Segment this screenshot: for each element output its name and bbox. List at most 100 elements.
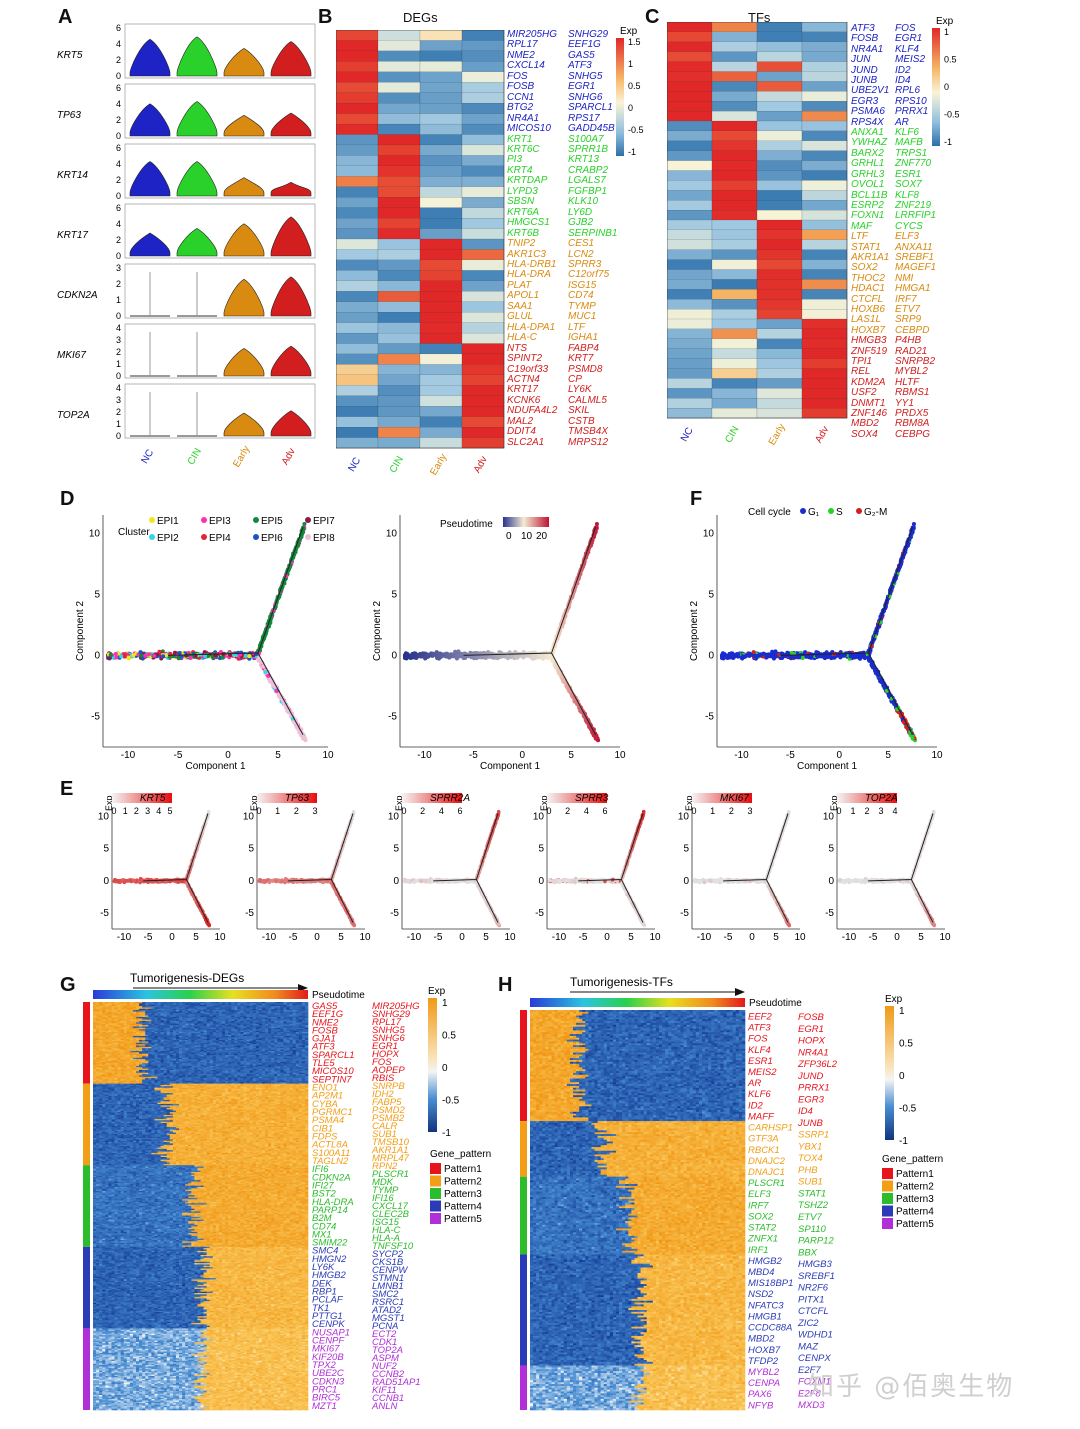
heatmap-cell	[801, 160, 848, 171]
axis-tick: 5	[885, 750, 891, 761]
cluster-point	[143, 653, 148, 658]
legend-tick: 0	[628, 103, 633, 113]
pseudotime-point	[427, 653, 432, 658]
axis-tick: 5	[628, 932, 634, 943]
violin-shape	[129, 103, 171, 137]
gene-label: NR4A1	[507, 113, 557, 124]
expression-point	[261, 880, 266, 884]
heatmap-cell	[461, 50, 505, 62]
heatmap-cell	[756, 170, 803, 181]
tf-heatmap: NC CIN Early Adv	[667, 22, 848, 447]
heatmap-cell	[801, 358, 848, 369]
axis-tick: 10	[322, 750, 334, 761]
cellcycle-point	[876, 673, 881, 678]
exp-tick: 1	[123, 806, 128, 816]
heatmap-cell	[801, 249, 848, 260]
expression-point	[313, 879, 317, 884]
heatmap-cell	[461, 30, 505, 41]
heatmap-cell	[377, 218, 421, 229]
heatmap-cell	[756, 101, 803, 112]
gene-label: SOX7	[895, 179, 936, 190]
heatmap-cell	[667, 309, 713, 320]
gene-label: TMSB4X	[568, 426, 617, 437]
axis-tick: 0	[248, 876, 254, 887]
heatmap-cell	[461, 103, 505, 114]
expression-point	[458, 879, 462, 884]
cellcycle-point	[744, 653, 749, 658]
violin-tick: 6	[116, 143, 121, 153]
violin-shape	[223, 223, 265, 257]
heatmap-cell	[711, 279, 758, 290]
heatmap-cell	[377, 207, 421, 219]
gene-label: KLF6	[895, 127, 936, 138]
heatmap-cell	[336, 165, 379, 177]
cellcycle-point	[752, 653, 757, 658]
violin-shape	[223, 348, 265, 377]
axis-tick: -5	[579, 932, 588, 943]
heatmap-cell	[711, 200, 758, 211]
heatmap-cell	[801, 368, 848, 379]
gene-label: GLUL	[507, 311, 557, 322]
cluster-point	[267, 679, 272, 684]
heatmap-cell	[336, 155, 379, 167]
heatmap-cell	[419, 364, 463, 376]
pseudotime-point	[472, 651, 477, 656]
heatmap-cell	[711, 338, 758, 350]
heatmap-cell	[756, 120, 803, 132]
violin-tick: 3	[116, 263, 121, 273]
pseudotime-point	[453, 649, 458, 654]
exp-tick: 3	[145, 806, 150, 816]
violin-tick: 0	[116, 191, 121, 201]
axis-tick: 5	[391, 589, 397, 600]
heatmap-cell	[711, 318, 758, 330]
gene-label: RBMS1	[895, 387, 936, 398]
legend-colorbar	[932, 28, 940, 146]
heatmap-cell	[461, 385, 505, 397]
heatmap-cell	[667, 328, 713, 340]
heatmap-cell	[377, 103, 421, 114]
gene-label: GJB2	[568, 217, 617, 228]
cellcycle-point	[751, 650, 756, 655]
heatmap-cell	[419, 259, 463, 271]
violin-shape	[177, 315, 217, 317]
heatmap-cell	[667, 279, 713, 290]
gene-label: FOSB	[507, 81, 557, 92]
violin-tick: 0	[116, 71, 121, 81]
heatmap-cell	[667, 190, 713, 201]
heatmap-cell	[336, 301, 379, 313]
pseudotime-tick: 0	[506, 531, 512, 542]
cellcycle-point	[765, 653, 770, 658]
violin-frame	[124, 323, 316, 379]
heatmap-cell	[667, 408, 713, 419]
gene-label: ESRP2	[851, 200, 889, 211]
violin-tick: 1	[116, 295, 121, 305]
heatmap-cell	[801, 210, 848, 221]
heatmap-cell	[336, 144, 379, 156]
heatmap-cell	[377, 385, 421, 397]
heatmap-cell	[377, 374, 421, 386]
gene-label: NTS	[507, 343, 557, 354]
heatmap-cell	[377, 134, 421, 146]
exp-tick: 4	[156, 806, 161, 816]
pseudotime-point	[500, 654, 505, 659]
axis-tick: -10	[417, 750, 432, 761]
heatmap-cell	[667, 111, 713, 122]
violin-gene-label: MKI67	[57, 350, 86, 361]
gene-label: PSMA6	[851, 106, 889, 117]
axis-xlabel: Component 1	[480, 761, 540, 772]
heatmap-cell	[801, 190, 848, 201]
violin-tick: 6	[116, 23, 121, 33]
heatmap-cell	[419, 312, 463, 323]
axis-tick: 0	[538, 876, 544, 887]
gene-label: KRT6A	[507, 207, 557, 218]
gene-label: MAF	[851, 221, 889, 232]
heatmap-cell	[711, 289, 758, 300]
violin-tick: 4	[116, 323, 121, 333]
heatmap-cell	[377, 332, 421, 344]
cellcycle-point	[878, 679, 883, 684]
gene-label: GRHL1	[851, 158, 889, 169]
gene-label: HLA-C	[507, 332, 557, 343]
heatmap-cell	[336, 353, 379, 365]
heatmap-cell	[419, 113, 463, 125]
cluster-point	[188, 655, 193, 660]
